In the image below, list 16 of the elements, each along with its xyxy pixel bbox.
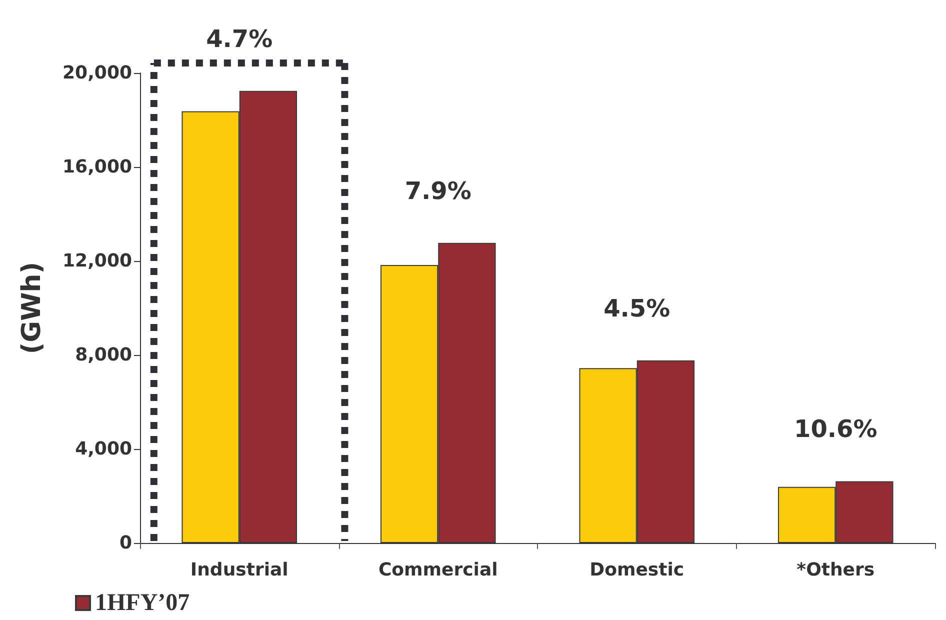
annotation: 4.7% [206,24,273,53]
y-axis-title: (GWh) [17,262,47,354]
annotation: 4.5% [604,294,670,322]
annotation: 10.6% [794,415,878,444]
y-tick-label: 16,000 [62,156,132,178]
y-tick-label: 8,000 [75,344,132,366]
x-tick-label: *Others [796,560,875,580]
x-tick-label: Commercial [378,560,498,580]
x-tick-label: Domestic [590,560,684,580]
x-tick-label: Industrial [190,560,288,580]
y-tick-label: 20,000 [62,62,132,84]
y-tick-label: 0 [119,532,132,554]
annotation: 7.9% [404,176,472,205]
y-tick-label: 12,000 [62,250,132,272]
y-tick-label: 4,000 [75,438,132,460]
legend-label: 1HFY’07 [95,590,190,616]
